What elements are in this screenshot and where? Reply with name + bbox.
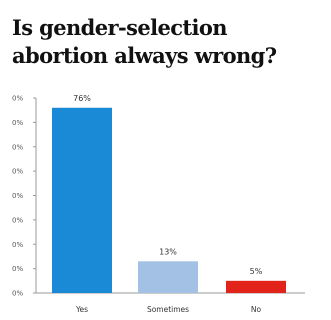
bar-yes [52, 107, 112, 293]
y-tick-label: 0% [12, 265, 23, 273]
chart-title: Is gender-selection abortion always wron… [12, 15, 277, 68]
category-label: Sometimes [147, 305, 189, 314]
data-label: 13% [159, 247, 177, 256]
data-label: 76% [73, 94, 91, 103]
y-tick-label: 0% [12, 216, 23, 224]
y-tick-label: 0% [12, 290, 23, 298]
bar-no [226, 280, 286, 293]
y-tick-label: 0% [12, 119, 23, 127]
y-tick-label: 0% [12, 168, 23, 176]
y-tick-label: 0% [12, 143, 23, 151]
category-label: Yes [75, 305, 88, 314]
bar-sometimes [138, 261, 198, 293]
y-tick-label: 0% [12, 95, 23, 103]
category-label: No [251, 305, 262, 314]
data-label: 5% [250, 267, 263, 276]
y-tick-label: 0% [12, 192, 23, 200]
y-tick-label: 0% [12, 241, 23, 249]
